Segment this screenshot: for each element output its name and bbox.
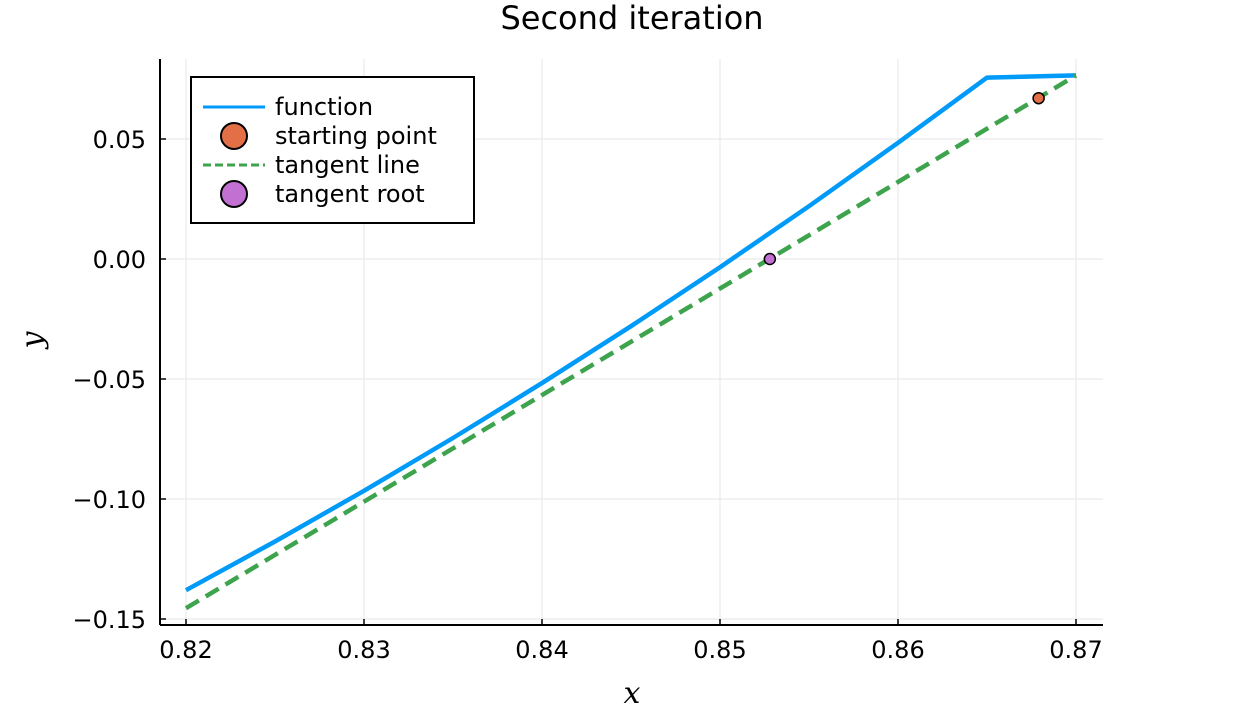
legend-tangent-root-swatch [220, 180, 248, 208]
legend-function-label: function [275, 93, 373, 121]
x-tick-label: 0.82 [159, 636, 212, 664]
x-axis-title: x [624, 676, 641, 711]
series-starting-point-point [1032, 91, 1045, 105]
x-tick-label: 0.85 [693, 636, 746, 664]
legend-tangent-root-label: tangent root [275, 180, 425, 208]
y-tick-label: 0.05 [93, 126, 146, 154]
series-tangent-root-point [763, 252, 777, 266]
legend-starting-point-label: starting point [275, 122, 437, 150]
x-tick-label: 0.87 [1049, 636, 1102, 664]
y-tick-label: −0.15 [72, 606, 146, 634]
y-tick-label: −0.05 [72, 366, 146, 394]
legend-tangent-line-label: tangent line [275, 151, 420, 179]
axes [159, 59, 1103, 626]
ticks: 0.82 0.83 0.84 0.85 0.86 0.87 0.05 0.00 −0.05 −0.… [72, 126, 1102, 664]
y-tick-label: −0.10 [72, 486, 146, 514]
legend-starting-point-swatch [220, 122, 248, 150]
y-axis-title: y [15, 330, 50, 350]
x-tick-label: 0.83 [337, 636, 390, 664]
series-group [184, 73, 1078, 611]
x-tick-label: 0.86 [871, 636, 924, 664]
series-function-line [184, 73, 1077, 593]
x-tick-label: 0.84 [515, 636, 568, 664]
series-tangent-line-line [184, 73, 1078, 611]
chart-title: Second iteration [500, 0, 763, 37]
y-tick-label: 0.00 [93, 246, 146, 274]
